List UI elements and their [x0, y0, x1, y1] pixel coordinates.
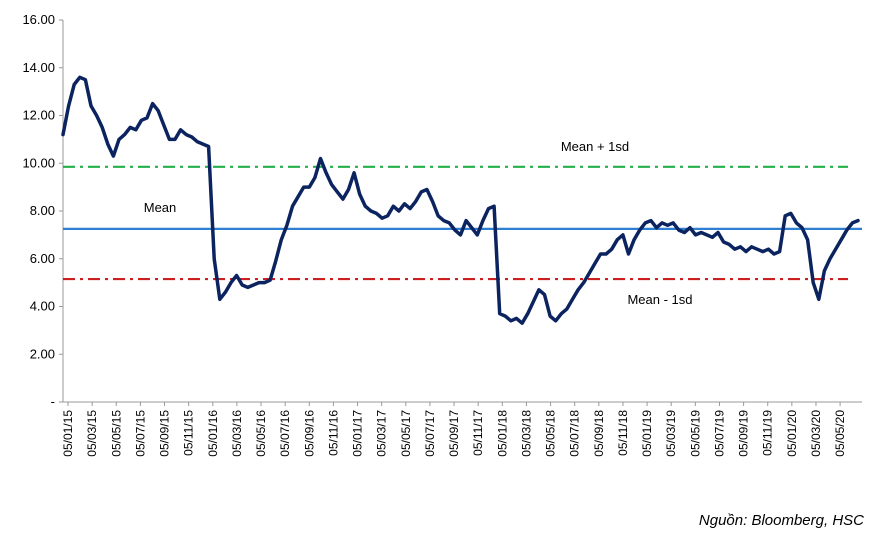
x-tick-label: 05/03/15 [85, 410, 99, 457]
x-tick-label: 05/03/20 [809, 410, 823, 457]
x-tick-label: 05/03/18 [519, 410, 533, 457]
y-tick-label: 16.00 [22, 12, 55, 27]
y-tick-label: 8.00 [30, 203, 55, 218]
x-tick-label: 05/05/15 [109, 410, 123, 457]
x-tick-label: 05/03/19 [664, 410, 678, 457]
x-tick-label: 05/09/18 [592, 410, 606, 457]
y-axis: - 2.00 4.00 6.00 8.00 10.00 12.00 14.00 16.00 [22, 12, 64, 409]
x-tick-label: 05/07/19 [712, 410, 726, 457]
x-tick-label: 05/05/18 [544, 410, 558, 457]
x-tick-label: 05/09/19 [737, 410, 751, 457]
series-line [61, 75, 860, 325]
x-tick-label: 05/07/16 [278, 410, 292, 457]
y-tick-label: - [51, 394, 55, 409]
x-tick-label: 05/07/18 [568, 410, 582, 457]
x-tick-label: 05/09/15 [158, 410, 172, 457]
reference-lines [63, 165, 862, 281]
x-tick-label: 05/03/16 [230, 410, 244, 457]
y-tick-label: 4.00 [30, 299, 55, 314]
x-tick-label: 05/05/17 [399, 410, 413, 457]
x-tick-label: 05/05/19 [688, 410, 702, 457]
x-tick-label: 05/11/15 [182, 410, 196, 456]
x-tick-label: 05/07/15 [133, 410, 147, 457]
x-tick-label: 05/05/20 [833, 410, 847, 457]
x-tick-label: 05/11/16 [326, 410, 340, 456]
reference-line-label: Mean - 1sd [627, 292, 692, 307]
y-tick-label: 14.00 [22, 60, 55, 75]
x-tick-label: 05/01/18 [495, 410, 509, 457]
x-tick-label: 05/11/18 [616, 410, 630, 456]
x-tick-label: 05/09/17 [447, 410, 461, 457]
y-tick-label: 6.00 [30, 251, 55, 266]
x-tick-label: 05/01/16 [206, 410, 220, 457]
series-group [61, 75, 860, 325]
y-tick-label: 12.00 [22, 108, 55, 123]
x-axis: 05/01/15 05/03/15 05/05/15 05/07/15 05/09/15… [61, 401, 862, 457]
x-tick-label: 05/09/16 [302, 410, 316, 457]
x-tick-label: 05/01/20 [785, 410, 799, 457]
y-tick-label: 10.00 [22, 155, 55, 170]
x-tick-label: 05/01/15 [61, 410, 75, 457]
x-tick-label: 05/03/17 [375, 410, 389, 457]
y-tick-label: 2.00 [30, 346, 55, 361]
x-tick-label: 05/01/17 [351, 410, 365, 457]
x-tick-label: 05/05/16 [254, 410, 268, 457]
x-tick-label: 05/01/19 [640, 410, 654, 457]
x-tick-label: 05/07/17 [423, 410, 437, 457]
x-tick-label: 05/11/17 [471, 410, 485, 456]
x-tick-label: 05/11/19 [761, 410, 775, 456]
source-note: Nguồn: Bloomberg, HSC [698, 512, 864, 529]
reference-line-label: Mean [144, 200, 177, 215]
reference-line-label: Mean + 1sd [561, 139, 629, 154]
annotations: Mean + 1sd Mean Mean - 1sd [144, 139, 693, 307]
